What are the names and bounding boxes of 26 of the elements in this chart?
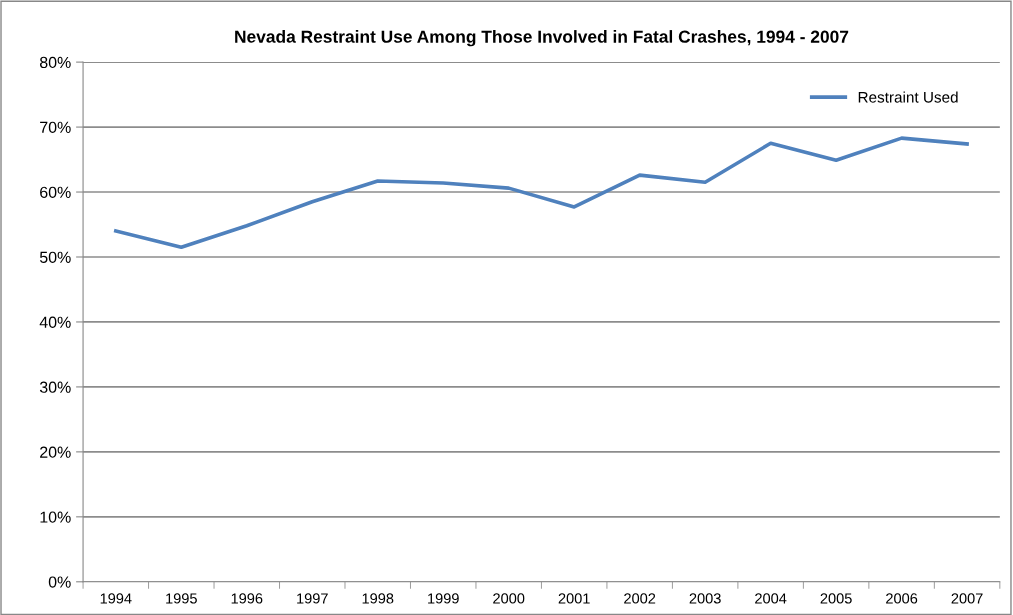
y-tick-label: 60% [40,186,71,198]
y-tick-label: 10% [40,511,71,523]
y-tick-label: 50% [39,251,71,263]
x-tick-label: 2003 [689,593,721,604]
y-tick-label: 20% [40,446,71,458]
y-tick-label: 0% [48,576,71,588]
x-tick-label: 1996 [231,593,263,604]
y-tick-label: 30% [39,381,71,393]
chart-title: Nevada Restraint Use Among Those Involved in Fatal Crashes, 1994 - 2007 [235,30,849,47]
x-tick-label: 2006 [886,593,918,604]
x-tick-label: 2001 [558,593,590,604]
x-tick-label: 1994 [100,593,132,604]
x-tick-label: 2004 [755,593,787,604]
x-tick-label: 2002 [624,593,656,604]
y-tick-label: 70% [40,121,71,134]
x-tick-label: 1997 [297,593,328,604]
x-tick-label: 1999 [428,593,459,604]
x-tick-label: 2007 [951,593,983,604]
x-tick-label: 2005 [820,593,852,604]
x-tick-label: 1998 [362,593,394,604]
line-series [114,136,969,250]
x-tick-label: 2000 [493,593,525,604]
x-tick-label: 1995 [166,593,197,604]
y-tick-label: 40% [39,316,71,328]
legend-label: Restraint Used [858,91,958,103]
y-tick-label: 80% [39,56,71,69]
